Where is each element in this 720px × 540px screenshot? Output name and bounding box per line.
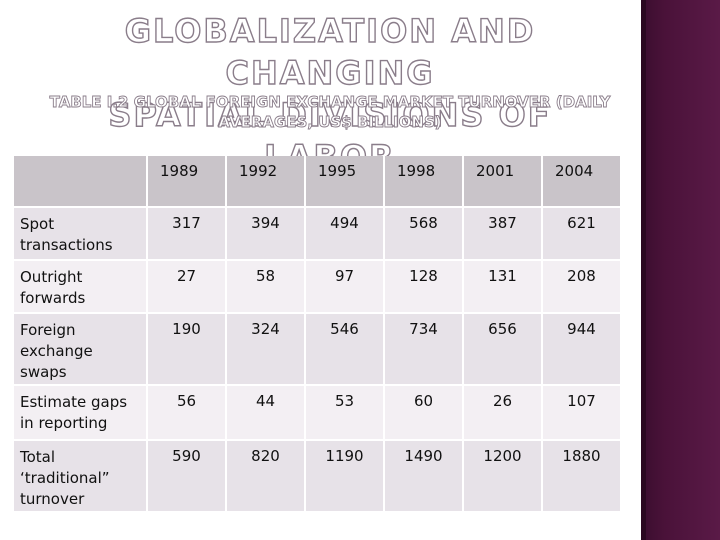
value-cell: 1200 (464, 441, 543, 513)
table-row: Foreign exchange swaps 190 324 546 734 6… (14, 314, 622, 386)
row-label: Spot transactions (14, 208, 148, 261)
table-row: Spot transactions 317 394 494 568 387 62… (14, 208, 622, 261)
table-row: Estimate gaps in reporting 56 44 53 60 2… (14, 386, 622, 441)
value-cell: 26 (464, 386, 543, 441)
value-cell: 324 (227, 314, 306, 386)
value-cell: 58 (227, 261, 306, 314)
value-cell: 494 (306, 208, 385, 261)
slide-title-line-1: GLOBALIZATION AND CHANGING (124, 11, 536, 92)
table-header-row: 1989 1992 1995 1998 2001 2004 (14, 156, 622, 208)
value-cell: 590 (148, 441, 227, 513)
value-cell: 27 (148, 261, 227, 314)
table-caption-line-1: TABLE I.2 GLOBAL FOREIGN EXCHANGE MARKET… (49, 93, 611, 112)
value-cell: 208 (543, 261, 622, 314)
value-cell: 1190 (306, 441, 385, 513)
value-cell: 387 (464, 208, 543, 261)
value-cell: 190 (148, 314, 227, 386)
row-label: Total ‘traditional” turnover (14, 441, 148, 513)
value-cell: 317 (148, 208, 227, 261)
value-cell: 131 (464, 261, 543, 314)
year-header: 1992 (227, 156, 306, 208)
row-label: Estimate gaps in reporting (14, 386, 148, 441)
value-cell: 56 (148, 386, 227, 441)
value-cell: 621 (543, 208, 622, 261)
value-cell: 1880 (543, 441, 622, 513)
year-header: 1998 (385, 156, 464, 208)
year-header: 2001 (464, 156, 543, 208)
slide-title: GLOBALIZATION AND CHANGING SPATIAL DIVIS… (40, 10, 620, 178)
value-cell: 546 (306, 314, 385, 386)
value-cell: 128 (385, 261, 464, 314)
table-row: Total ‘traditional” turnover 590 820 119… (14, 441, 622, 513)
table-caption-line-2: AVERAGES, US$ BILLIONS) (218, 113, 442, 132)
value-cell: 60 (385, 386, 464, 441)
value-cell: 107 (543, 386, 622, 441)
value-cell: 656 (464, 314, 543, 386)
table-row: Outright forwards 27 58 97 128 131 208 (14, 261, 622, 314)
value-cell: 734 (385, 314, 464, 386)
fx-turnover-table: 1989 1992 1995 1998 2001 2004 Spot trans… (14, 156, 622, 513)
decorative-side-bar (641, 0, 720, 540)
value-cell: 820 (227, 441, 306, 513)
value-cell: 53 (306, 386, 385, 441)
row-label: Outright forwards (14, 261, 148, 314)
value-cell: 568 (385, 208, 464, 261)
value-cell: 97 (306, 261, 385, 314)
value-cell: 394 (227, 208, 306, 261)
year-header: 1989 (148, 156, 227, 208)
value-cell: 944 (543, 314, 622, 386)
year-header: 2004 (543, 156, 622, 208)
value-cell: 1490 (385, 441, 464, 513)
year-header: 1995 (306, 156, 385, 208)
header-corner-cell (14, 156, 148, 208)
table-caption: TABLE I.2 GLOBAL FOREIGN EXCHANGE MARKET… (30, 92, 630, 132)
row-label: Foreign exchange swaps (14, 314, 148, 386)
value-cell: 44 (227, 386, 306, 441)
